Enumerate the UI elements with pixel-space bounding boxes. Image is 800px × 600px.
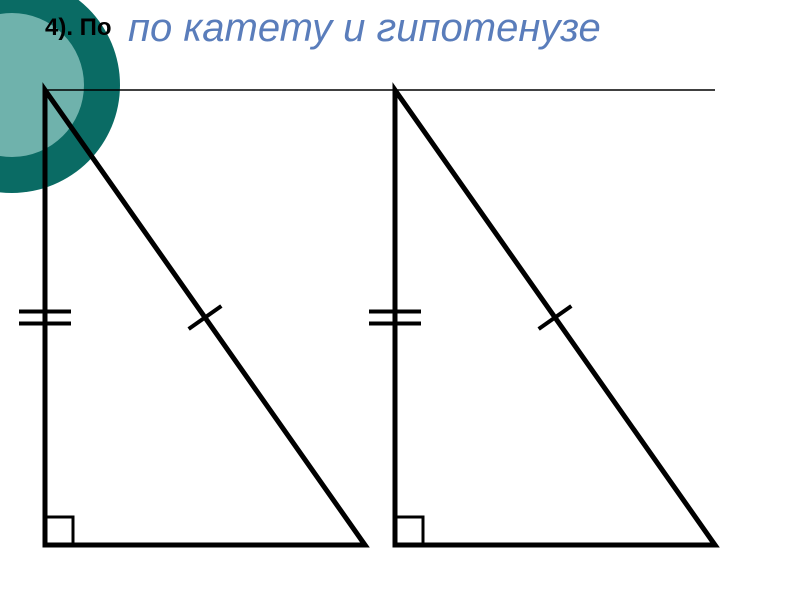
right-angle-mark [45,517,73,545]
geometry-scene [0,0,800,600]
triangle-left [19,90,365,545]
right-angle-mark [395,517,423,545]
triangle-right [369,90,715,545]
